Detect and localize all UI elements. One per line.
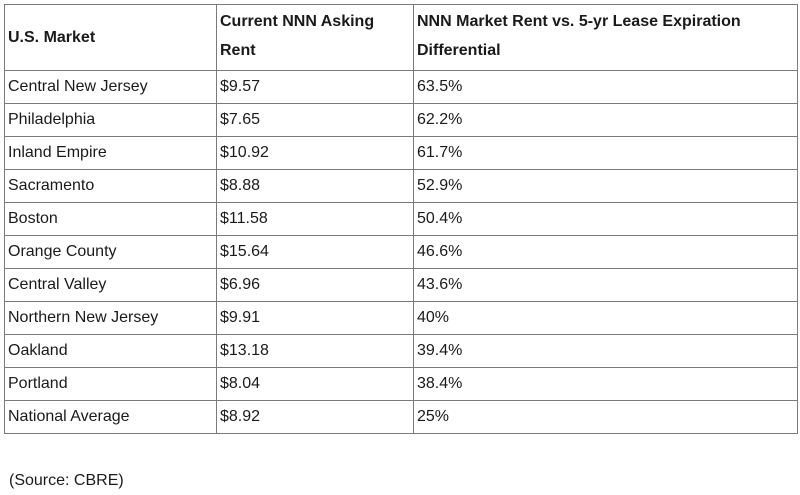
source-note: (Source: CBRE) (9, 472, 124, 489)
header-asking-rent: Current NNN Asking Rent (216, 4, 414, 71)
rent-cell: $9.57 (216, 70, 414, 104)
market-cell: Northern New Jersey (4, 301, 217, 335)
market-cell: Sacramento (4, 169, 217, 203)
differential-cell: 62.2% (413, 103, 798, 137)
table-row: Central Valley $6.96 43.6% (4, 268, 798, 302)
header-rent-differential: NNN Market Rent vs. 5-yr Lease Expiratio… (413, 4, 798, 71)
differential-cell: 39.4% (413, 334, 798, 368)
market-cell: National Average (4, 400, 217, 434)
differential-cell: 52.9% (413, 169, 798, 203)
market-cell: Oakland (4, 334, 217, 368)
differential-cell: 50.4% (413, 202, 798, 236)
table-row: Northern New Jersey $9.91 40% (4, 301, 798, 335)
rent-cell: $6.96 (216, 268, 414, 302)
rent-cell: $8.04 (216, 367, 414, 401)
differential-cell: 46.6% (413, 235, 798, 269)
market-cell: Philadelphia (4, 103, 217, 137)
differential-cell: 38.4% (413, 367, 798, 401)
differential-cell: 40% (413, 301, 798, 335)
differential-cell: 61.7% (413, 136, 798, 170)
table-row: Philadelphia $7.65 62.2% (4, 103, 798, 137)
rent-table: U.S. Market Current NNN Asking Rent NNN … (4, 4, 798, 434)
differential-cell: 25% (413, 400, 798, 434)
table-row: Inland Empire $10.92 61.7% (4, 136, 798, 170)
rent-cell: $8.88 (216, 169, 414, 203)
table-row: Orange County $15.64 46.6% (4, 235, 798, 269)
rent-cell: $11.58 (216, 202, 414, 236)
rent-cell: $13.18 (216, 334, 414, 368)
table-row: Central New Jersey $9.57 63.5% (4, 70, 798, 104)
market-cell: Central Valley (4, 268, 217, 302)
table-row: Oakland $13.18 39.4% (4, 334, 798, 368)
table-row: Sacramento $8.88 52.9% (4, 169, 798, 203)
differential-cell: 63.5% (413, 70, 798, 104)
rent-cell: $8.92 (216, 400, 414, 434)
table-header-row: U.S. Market Current NNN Asking Rent NNN … (4, 4, 798, 71)
table-row: National Average $8.92 25% (4, 400, 798, 434)
market-cell: Central New Jersey (4, 70, 217, 104)
table-row: Boston $11.58 50.4% (4, 202, 798, 236)
market-cell: Portland (4, 367, 217, 401)
rent-cell: $9.91 (216, 301, 414, 335)
header-us-market: U.S. Market (4, 4, 217, 71)
rent-cell: $15.64 (216, 235, 414, 269)
rent-cell: $7.65 (216, 103, 414, 137)
market-cell: Boston (4, 202, 217, 236)
market-cell: Orange County (4, 235, 217, 269)
rent-cell: $10.92 (216, 136, 414, 170)
table-row: Portland $8.04 38.4% (4, 367, 798, 401)
market-cell: Inland Empire (4, 136, 217, 170)
differential-cell: 43.6% (413, 268, 798, 302)
